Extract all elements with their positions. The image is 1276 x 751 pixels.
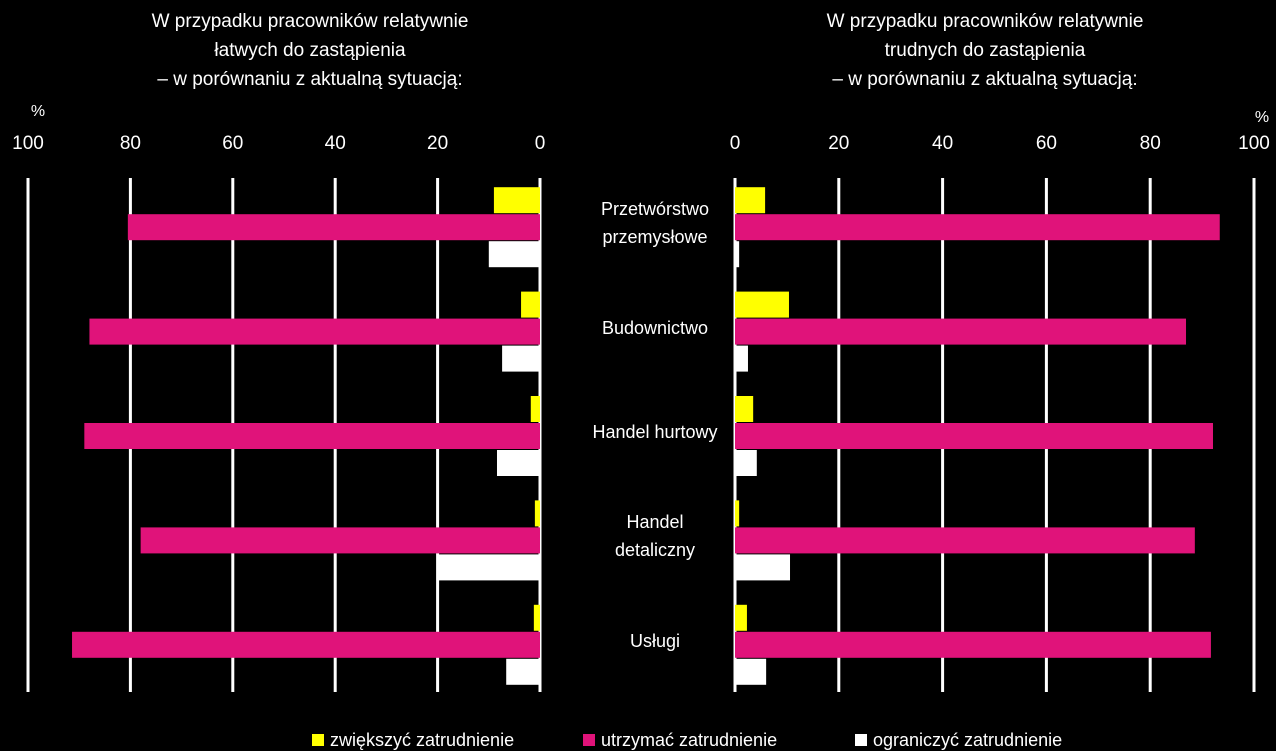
bar	[533, 604, 540, 631]
bar	[84, 423, 540, 449]
bar	[437, 554, 540, 581]
bar	[534, 500, 540, 527]
legend-swatch	[583, 734, 595, 746]
bar	[735, 450, 757, 476]
legend-label: utrzymać zatrudnienie	[601, 730, 777, 750]
legend-label: zwiększyć zatrudnienie	[330, 730, 514, 750]
bar	[530, 396, 540, 422]
bar	[89, 318, 540, 345]
bar	[735, 187, 766, 214]
bar	[493, 187, 540, 214]
axis-unit: %	[31, 103, 45, 120]
bar	[496, 450, 540, 476]
bar	[735, 554, 791, 581]
bar	[127, 214, 540, 241]
chart-title: łatwych do zastąpienia	[214, 40, 406, 61]
bar	[72, 631, 541, 658]
x-tick-label: 60	[1036, 133, 1057, 154]
x-tick-label: 100	[1238, 133, 1270, 154]
category-label: Budownictwo	[601, 317, 709, 338]
chart-title: W przypadku pracowników relatywnie	[827, 11, 1144, 32]
x-tick-label: 0	[535, 133, 546, 154]
bar	[735, 658, 767, 685]
bar	[488, 241, 540, 268]
bar	[735, 318, 1187, 345]
x-tick-label: 60	[222, 133, 243, 154]
chart-title: W przypadku pracowników relatywnie	[152, 11, 469, 32]
bar	[735, 345, 748, 372]
bar	[140, 527, 540, 554]
x-tick-label: 20	[427, 133, 448, 154]
category-label: Usługi	[629, 630, 681, 651]
x-tick-label: 100	[12, 133, 44, 154]
bar	[521, 291, 540, 318]
chart-title: – w porównaniu z aktualną sytuacją:	[157, 69, 462, 90]
axis-unit: %	[1255, 109, 1269, 126]
bar	[735, 500, 740, 527]
x-tick-label: 80	[120, 133, 141, 154]
x-tick-label: 40	[325, 133, 346, 154]
x-tick-label: 40	[932, 133, 953, 154]
bar	[735, 291, 789, 318]
bar	[735, 631, 1211, 658]
x-tick-label: 20	[828, 133, 849, 154]
bar	[502, 345, 540, 372]
legend-swatch	[312, 734, 324, 746]
category-label: Handel detaliczny	[614, 512, 696, 561]
chart-title: – w porównaniu z aktualną sytuacją:	[832, 69, 1137, 90]
bar	[506, 658, 540, 685]
bar	[735, 241, 740, 268]
legend-label: ograniczyć zatrudnienie	[873, 730, 1062, 750]
chart-title: trudnych do zastąpienia	[885, 40, 1086, 61]
category-label: Przetwórstwo przemysłowe	[600, 199, 710, 248]
x-tick-label: 80	[1140, 133, 1161, 154]
bar	[735, 214, 1220, 241]
x-tick-label: 0	[730, 133, 741, 154]
bar	[735, 396, 754, 422]
bar	[735, 527, 1195, 554]
legend-swatch	[855, 734, 867, 746]
bar	[735, 604, 747, 631]
bar	[735, 423, 1213, 449]
category-label: Handel hurtowy	[592, 422, 718, 442]
